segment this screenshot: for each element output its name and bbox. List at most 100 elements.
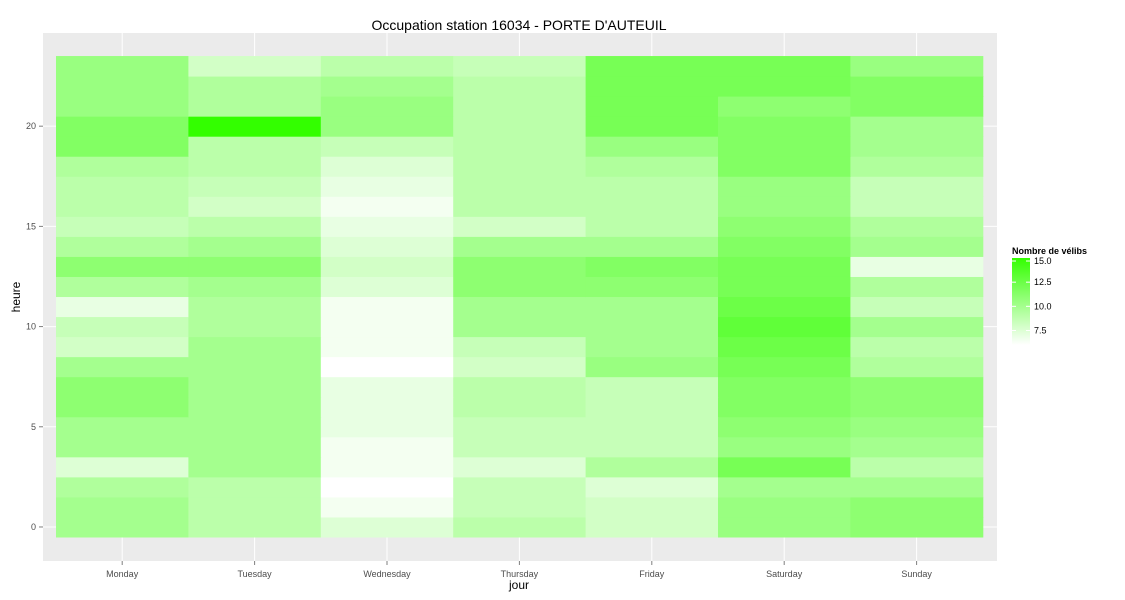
heatmap-cell (188, 136, 322, 157)
heatmap-cell (718, 476, 851, 498)
x-tick-label: Monday (106, 569, 139, 579)
heatmap-cell (718, 376, 851, 398)
heatmap-cell (585, 516, 719, 538)
heatmap-cell (850, 496, 984, 518)
heatmap-cell (188, 176, 322, 197)
heatmap-cell (585, 376, 719, 398)
heatmap-cell (850, 216, 984, 237)
heatmap-cell (453, 156, 587, 177)
heatmap-cell (718, 236, 851, 257)
heatmap-cell (453, 496, 587, 518)
heatmap-cell (850, 336, 984, 358)
heatmap-cell (188, 236, 322, 257)
legend-tick-label: 15.0 (1034, 256, 1052, 266)
heatmap-cell (850, 456, 984, 478)
heatmap-cell (56, 116, 189, 137)
heatmap-cell (56, 476, 189, 498)
heatmap-cell (585, 496, 719, 518)
legend-tick-label: 12.5 (1034, 277, 1052, 287)
heatmap-cell (850, 516, 984, 538)
heatmap-cell (850, 136, 984, 157)
heatmap-cell (453, 296, 587, 318)
heatmap-cell (850, 276, 984, 298)
heatmap-cell (585, 116, 719, 137)
x-tick-label: Thursday (501, 569, 539, 579)
heatmap-cell (188, 436, 322, 458)
heatmap-cell (453, 396, 587, 418)
heatmap-cell (320, 516, 454, 538)
heatmap-cell (453, 96, 587, 117)
heatmap-cell (718, 136, 851, 157)
heatmap-cell (718, 76, 851, 97)
heatmap-cell (585, 396, 719, 418)
heatmap-cell (585, 236, 719, 257)
heatmap-cell (453, 416, 587, 438)
heatmap-cell (188, 376, 322, 398)
heatmap-cell (850, 316, 984, 338)
heatmap-cell (453, 176, 587, 197)
heatmap-cell (188, 336, 322, 358)
heatmap-cell (453, 256, 587, 277)
heatmap-cell (850, 356, 984, 378)
heatmap-cell (56, 296, 189, 318)
heatmap-cell (718, 296, 851, 318)
heatmap-cell (188, 496, 322, 518)
heatmap-cell (850, 376, 984, 398)
x-tick-label: Saturday (766, 569, 803, 579)
heatmap-cell (718, 356, 851, 378)
x-tick-label: Wednesday (363, 569, 411, 579)
heatmap-cell (320, 156, 454, 177)
heatmap-cell (453, 436, 587, 458)
heatmap-cell (585, 76, 719, 97)
heatmap-cell (718, 396, 851, 418)
heatmap-cell (188, 316, 322, 338)
legend-ticks: 7.5 10.0 12.5 15.0 (1012, 256, 1052, 336)
heatmap-cell (188, 96, 322, 117)
heatmap-cell (320, 416, 454, 438)
heatmap-cell (718, 496, 851, 518)
heatmap-cell (718, 256, 851, 277)
heatmap-cell (188, 356, 322, 378)
heatmap-cell (718, 416, 851, 438)
x-axis: Monday Tuesday Wednesday Thursday Friday Satu… (106, 561, 932, 579)
heatmap-cell (585, 136, 719, 157)
heatmap-cell (188, 216, 322, 237)
heatmap-cell (585, 216, 719, 237)
heatmap-cell (188, 476, 322, 498)
y-axis-title: heure (9, 281, 23, 312)
heatmap-cell (320, 176, 454, 197)
heatmap-cell (585, 256, 719, 277)
x-axis-title: jour (508, 578, 529, 592)
x-tick-label: Friday (639, 569, 665, 579)
heatmap-cell (718, 56, 851, 77)
heatmap-cell (56, 316, 189, 338)
heatmap-cell (585, 156, 719, 177)
legend-colorbar (1012, 258, 1030, 345)
heatmap-cell (320, 456, 454, 478)
heatmap-cell (56, 236, 189, 257)
heatmap-cell (320, 356, 454, 378)
x-tick-label: Tuesday (238, 569, 273, 579)
heatmap-cell (850, 76, 984, 97)
heatmap-cell (320, 56, 454, 77)
heatmap-cell (320, 496, 454, 518)
heatmap-cell (585, 316, 719, 338)
heatmap-cell (850, 296, 984, 318)
heatmap-cell (320, 476, 454, 498)
heatmap-cell (320, 436, 454, 458)
heatmap-cell (453, 356, 587, 378)
color-legend: Nombre de vélibs 7.5 10.0 12.5 15.0 (1012, 246, 1087, 345)
heatmap-cell (585, 56, 719, 77)
heatmap-cell (320, 76, 454, 97)
heatmap-cell (56, 456, 189, 478)
heatmap-cell (850, 96, 984, 117)
y-tick-label: 20 (26, 121, 36, 131)
heatmap-cell (585, 96, 719, 117)
heatmap-cell (56, 156, 189, 177)
heatmap-cell (453, 516, 587, 538)
heatmap-cell (56, 416, 189, 438)
legend-title: Nombre de vélibs (1012, 246, 1087, 256)
heatmap-cell (188, 516, 322, 538)
heatmap-cell (453, 276, 587, 298)
heatmap-cell (453, 76, 587, 97)
